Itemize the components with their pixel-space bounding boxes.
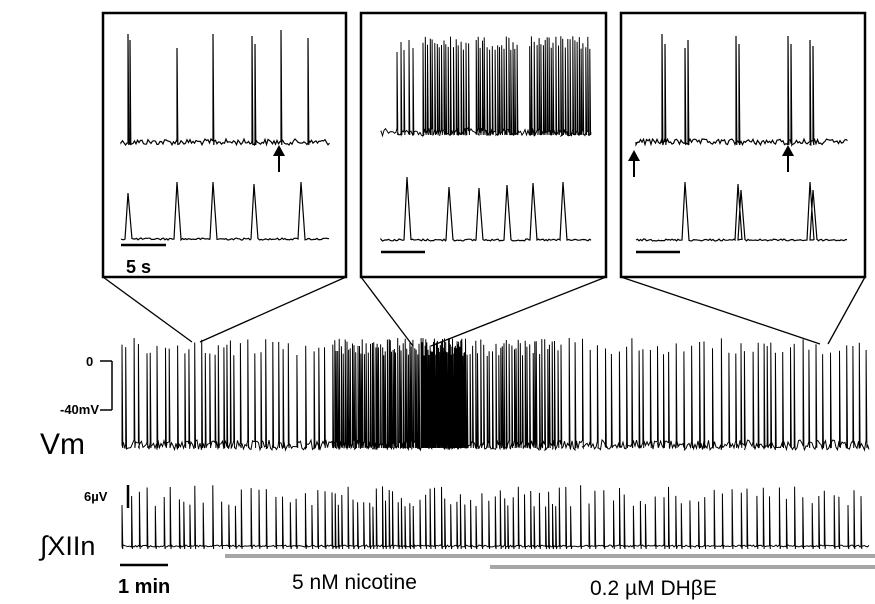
trace-line bbox=[121, 337, 870, 452]
xiin-scale-label: 6µV bbox=[84, 489, 108, 504]
inset-frame-nicotine bbox=[359, 11, 608, 279]
vm-scale-bracket bbox=[100, 360, 113, 411]
main-xiin-trace bbox=[121, 485, 870, 550]
arrow-up-icon bbox=[273, 145, 285, 172]
inset-frame-dhbe bbox=[619, 11, 867, 279]
inset-xiin-trace-nicotine bbox=[380, 176, 592, 242]
vm-channel-label: Vm bbox=[40, 428, 85, 461]
nicotine-label: 5 nM nicotine bbox=[292, 571, 417, 594]
inset-vm-trace-nicotine bbox=[380, 36, 592, 138]
trace-line bbox=[635, 33, 848, 147]
zoom-connectors bbox=[102, 276, 866, 347]
trace-line bbox=[380, 176, 592, 242]
arrow-up-icon bbox=[628, 150, 640, 177]
inset-scale-label: 5 s bbox=[126, 257, 152, 277]
trace-line bbox=[120, 29, 330, 147]
trace-line bbox=[380, 36, 592, 138]
vm-low-label: -40mV bbox=[60, 402, 100, 417]
inset-frame-control bbox=[101, 11, 348, 279]
xiin-channel-label: ∫XIIn bbox=[40, 531, 96, 561]
arrow-up-icon bbox=[782, 145, 794, 172]
main-vm-trace bbox=[121, 337, 870, 452]
time-scale-label: 1 min bbox=[118, 576, 171, 598]
trace-line bbox=[120, 181, 330, 242]
trace-line bbox=[635, 181, 848, 242]
inset-xiin-trace-dhbe bbox=[635, 181, 848, 242]
vm-zero-label: 0 bbox=[86, 354, 94, 369]
inset-vm-trace-control bbox=[120, 29, 330, 147]
inset-vm-trace-dhbe bbox=[635, 33, 848, 147]
dhbe-label: 0.2 µM DHβE bbox=[590, 577, 717, 600]
trace-line bbox=[121, 485, 870, 550]
inset-xiin-trace-control bbox=[120, 181, 330, 242]
